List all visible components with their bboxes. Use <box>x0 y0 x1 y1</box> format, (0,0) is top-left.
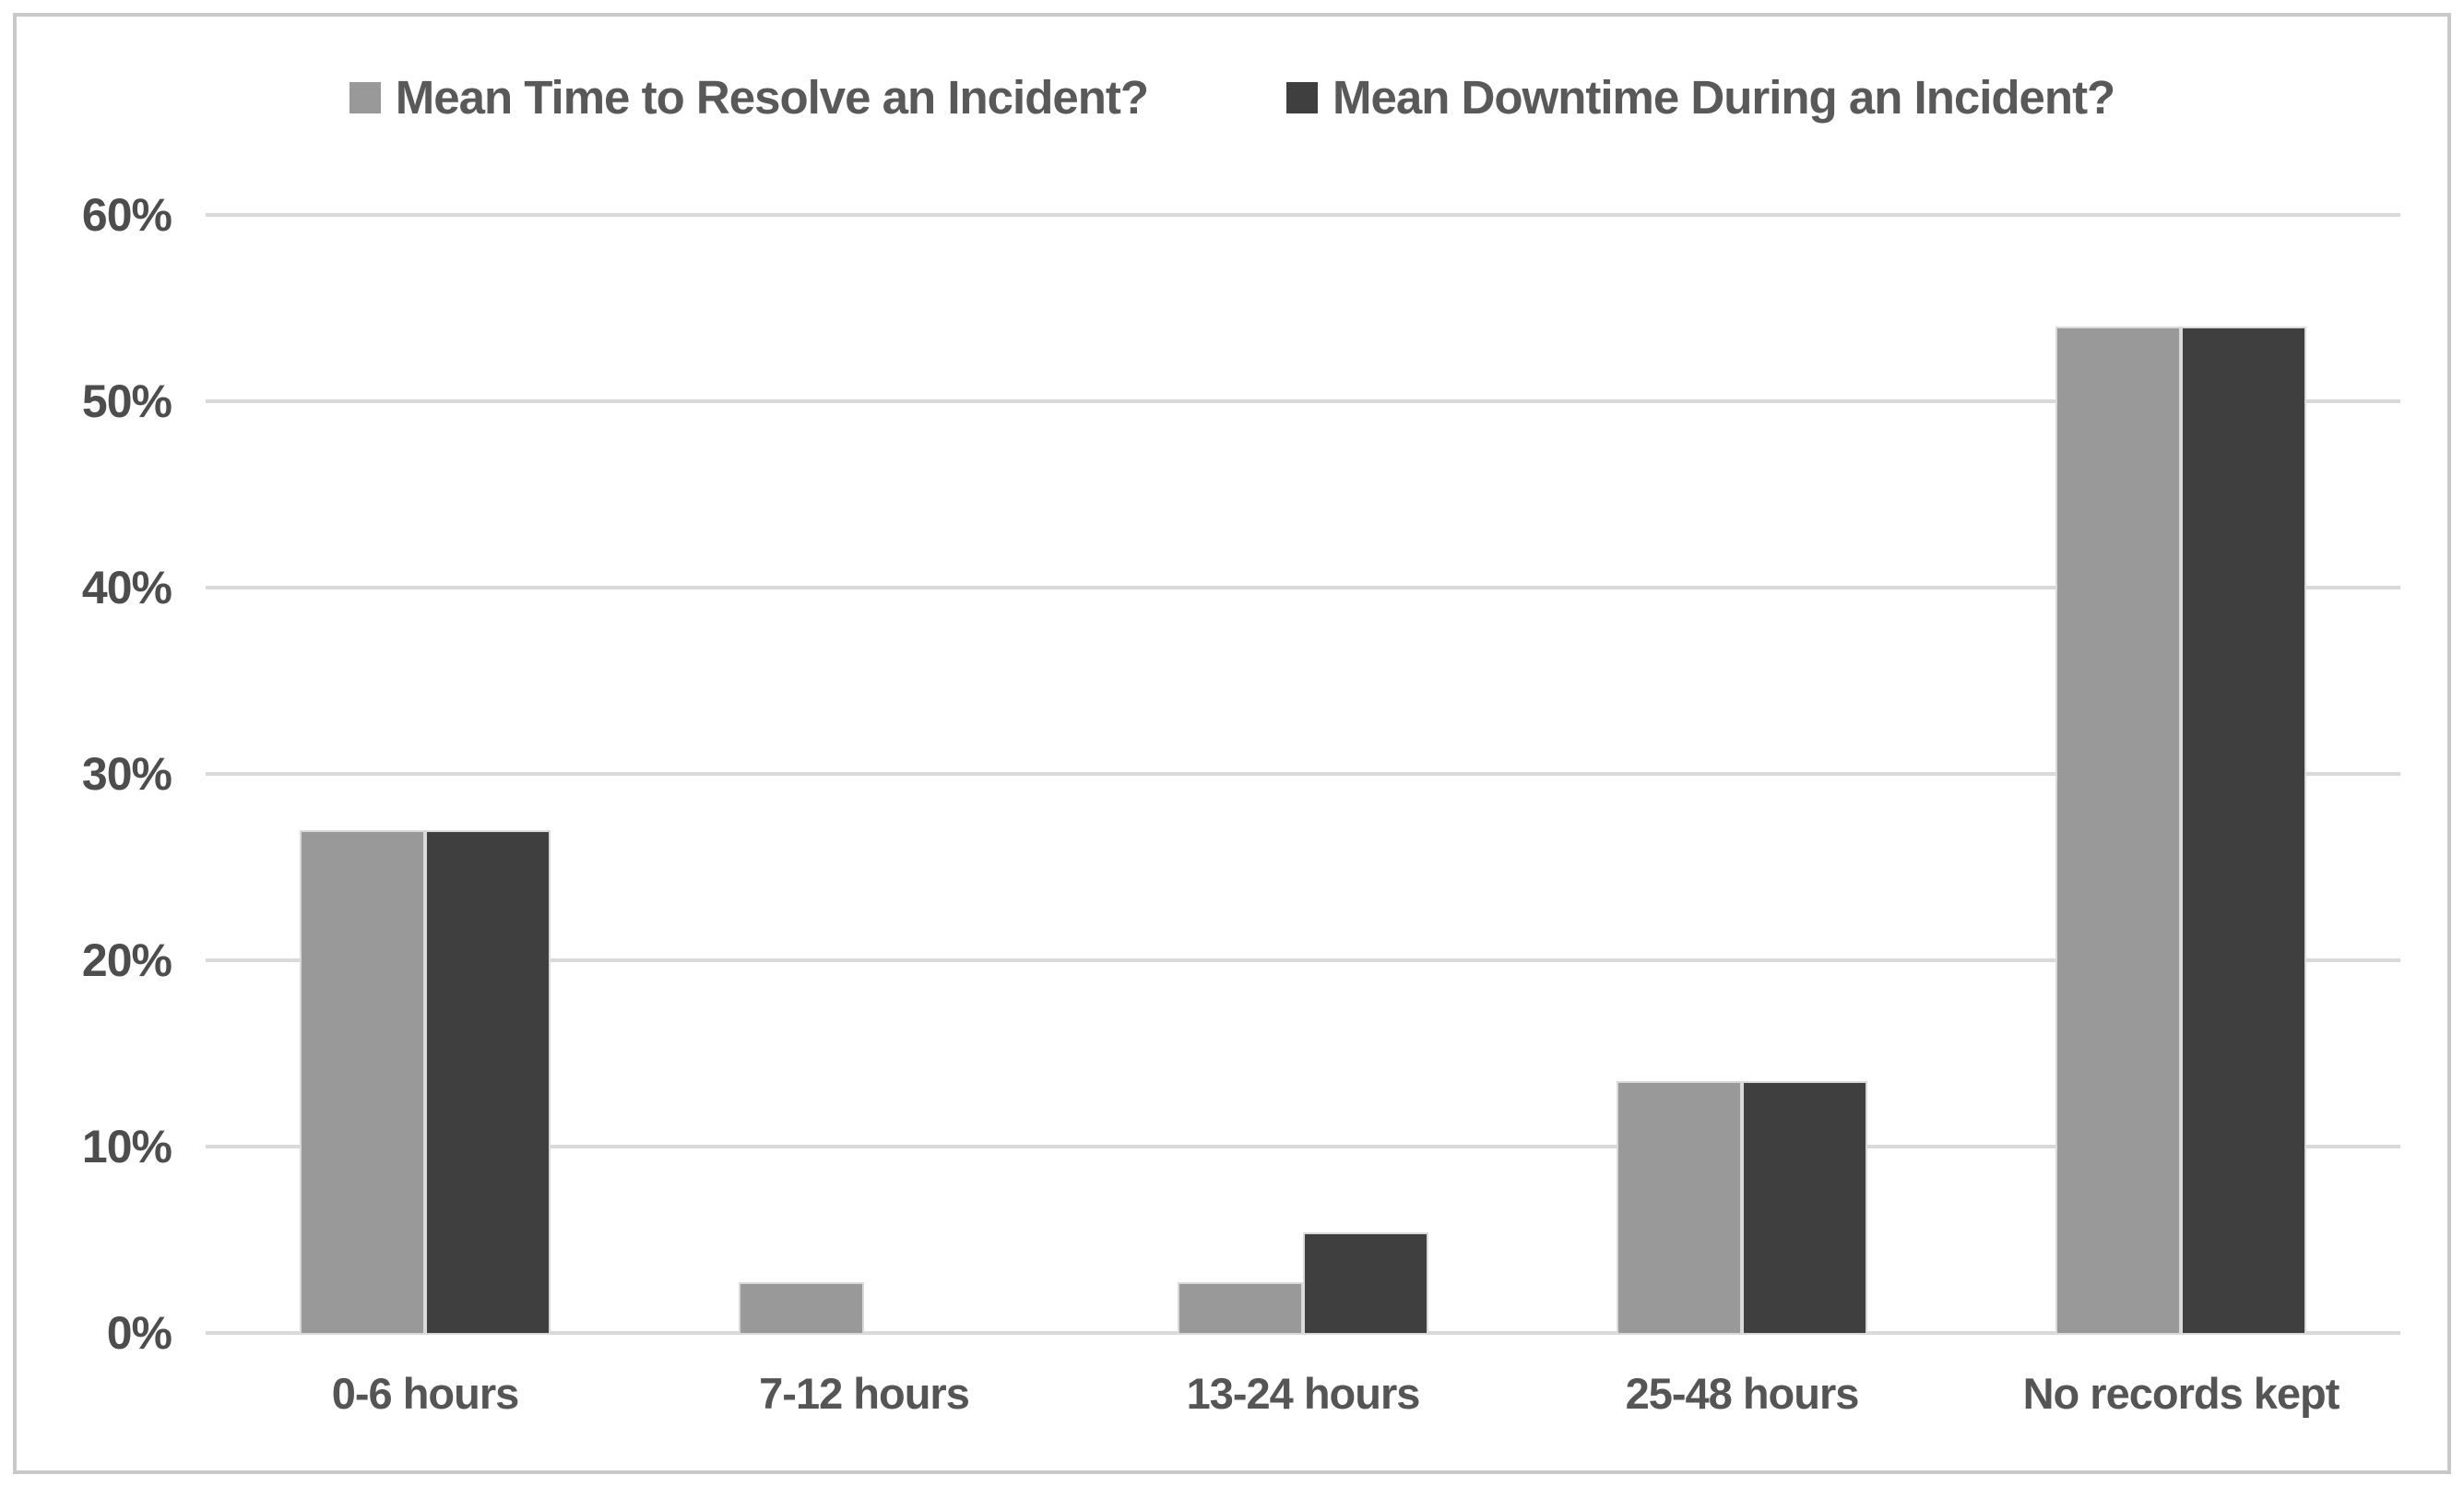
bar-group: No records kept <box>1961 215 2400 1415</box>
y-axis: 0% 10% 20% 30% 40% 50% 60% <box>17 192 172 1356</box>
y-tick-label: 20% <box>81 934 172 986</box>
y-tick-label: 30% <box>81 748 172 800</box>
x-category-label: No records kept <box>2022 1369 2340 1418</box>
x-category-label: 13-24 hours <box>1186 1369 1421 1418</box>
gridline <box>206 399 2400 403</box>
y-tick-label: 40% <box>81 562 172 613</box>
legend-label: Mean Time to Resolve an Incident? <box>395 71 1149 124</box>
bar-downtime <box>1742 1081 1867 1333</box>
x-category-label: 25-48 hours <box>1625 1369 1860 1418</box>
legend-item-mean-time-to-resolve: Mean Time to Resolve an Incident? <box>349 70 1149 125</box>
legend: Mean Time to Resolve an Incident? Mean D… <box>17 70 2447 125</box>
bar-resolve <box>300 829 425 1333</box>
bar-downtime <box>2181 327 2306 1333</box>
gridline <box>206 1145 2400 1148</box>
bar-group: 13-24 hours <box>1084 215 1522 1415</box>
x-category-label: 0-6 hours <box>331 1369 520 1418</box>
gridline <box>206 586 2400 589</box>
bar-resolve <box>2055 327 2181 1333</box>
legend-swatch-gray <box>349 81 381 113</box>
y-tick-label: 10% <box>81 1121 172 1172</box>
legend-label: Mean Downtime During an Incident? <box>1333 71 2115 124</box>
gridline <box>206 772 2400 776</box>
bar-downtime <box>1303 1231 1428 1333</box>
y-tick-label: 0% <box>106 1307 172 1359</box>
bar-group: 0-6 hours <box>206 215 645 1415</box>
bar-resolve <box>1178 1282 1303 1333</box>
bar-resolve <box>1617 1081 1742 1333</box>
bar-downtime <box>425 829 551 1333</box>
gridline <box>206 958 2400 962</box>
bar-resolve <box>739 1282 864 1333</box>
gridline <box>206 213 2400 217</box>
y-tick-label: 50% <box>81 375 172 427</box>
y-tick-label: 60% <box>81 189 172 241</box>
plot-area: 0-6 hours 7-12 hours 13-24 hours 25-48 hour… <box>206 213 2400 1415</box>
x-category-label: 7-12 hours <box>759 1369 970 1418</box>
gridline <box>206 1331 2400 1335</box>
chart-frame: Mean Time to Resolve an Incident? Mean D… <box>13 13 2451 1474</box>
bar-group: 7-12 hours <box>645 215 1084 1415</box>
bar-group: 25-48 hours <box>1522 215 1961 1415</box>
legend-item-mean-downtime: Mean Downtime During an Incident? <box>1286 70 2115 125</box>
legend-swatch-dark <box>1286 81 1319 113</box>
